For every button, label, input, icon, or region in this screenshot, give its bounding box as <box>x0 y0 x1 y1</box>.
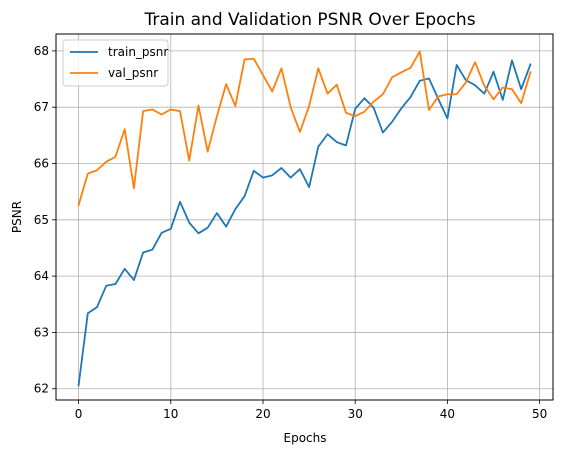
series-line-train-psnr <box>77 59 532 387</box>
legend: train_psnr val_psnr <box>62 39 169 87</box>
x-tick-label: 30 <box>348 407 363 421</box>
y-tick-label: 67 <box>34 100 49 114</box>
plot-area-frame <box>55 33 554 401</box>
x-tick-label: 10 <box>163 407 178 421</box>
legend-label-val-psnr: val_psnr <box>108 66 158 80</box>
x-axis-ticks: 0 10 20 30 40 50 <box>75 400 547 421</box>
y-axis-ticks: 62 63 64 65 66 67 68 <box>34 44 56 396</box>
series-line-val-psnr <box>77 50 532 207</box>
x-tick-label: 20 <box>255 407 270 421</box>
y-tick-label: 64 <box>34 269 49 283</box>
y-tick-label: 63 <box>34 325 49 339</box>
x-tick-label: 40 <box>440 407 455 421</box>
y-tick-label: 65 <box>34 213 49 227</box>
y-tick-label: 68 <box>34 44 49 58</box>
series-lines <box>77 50 532 387</box>
chart-title: Train and Validation PSNR Over Epochs <box>143 10 475 30</box>
y-tick-label: 62 <box>34 382 49 396</box>
x-tick-label: 0 <box>75 407 83 421</box>
grid <box>56 34 553 400</box>
legend-label-train-psnr: train_psnr <box>108 45 168 59</box>
x-axis-label: Epochs <box>284 431 327 445</box>
x-tick-label: 50 <box>532 407 547 421</box>
y-axis-label: PSNR <box>10 201 24 233</box>
y-tick-label: 66 <box>34 157 49 171</box>
